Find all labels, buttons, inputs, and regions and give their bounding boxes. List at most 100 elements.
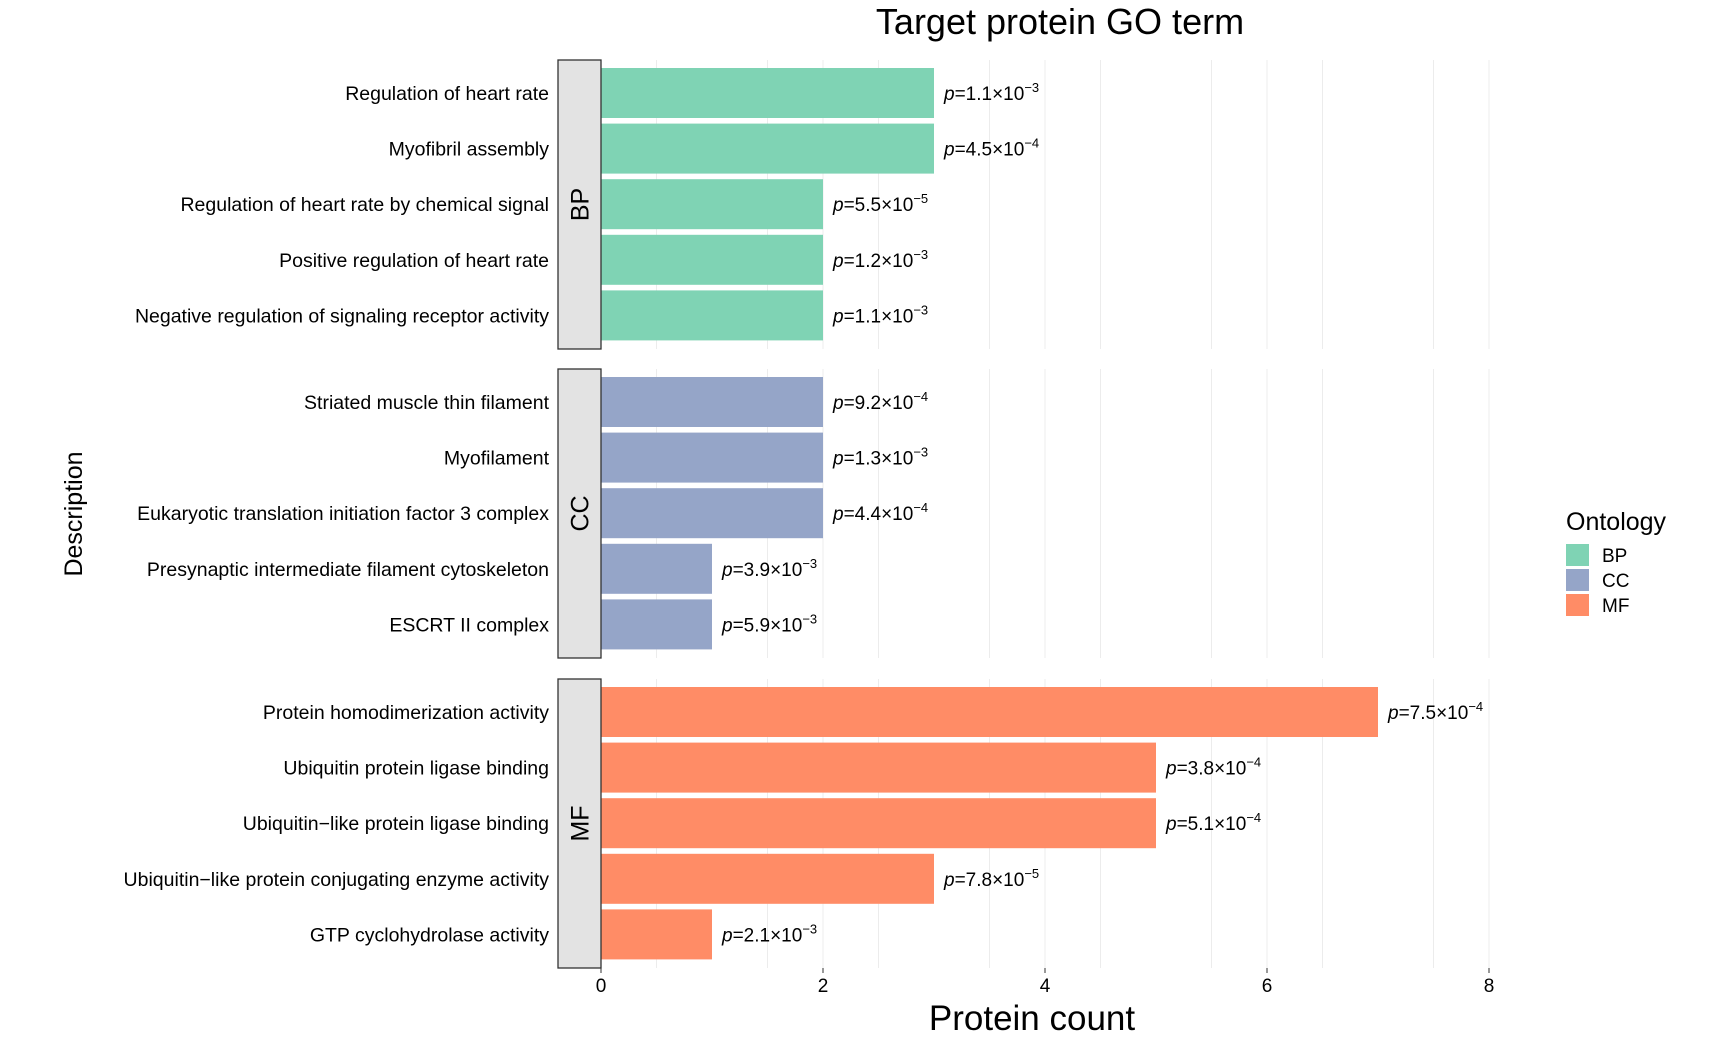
p-symbol: p bbox=[1165, 814, 1177, 835]
p-symbol: p bbox=[721, 615, 733, 636]
p-mantissa: =1.1×10 bbox=[955, 84, 1025, 105]
facet-layer: BP CC MF bbox=[557, 59, 602, 969]
p-value-label: p=3.8×10−4 bbox=[1165, 755, 1261, 780]
p-symbol: p bbox=[832, 393, 844, 414]
p-symbol: p bbox=[832, 504, 844, 525]
legend-label: MF bbox=[1602, 596, 1629, 617]
axis-layer: 0 2 4 6 8 bbox=[596, 968, 1495, 997]
p-exponent: −3 bbox=[1024, 80, 1039, 95]
p-mantissa: =5.9×10 bbox=[733, 615, 803, 636]
p-exponent: −4 bbox=[1246, 755, 1261, 770]
category-label: Striated muscle thin filament bbox=[304, 392, 550, 414]
label-layer: Regulation of heart rate p=1.1×10−3Myofib… bbox=[124, 80, 1484, 946]
p-symbol: p bbox=[721, 925, 733, 946]
category-label: Regulation of heart rate by chemical sig… bbox=[180, 194, 549, 216]
p-exponent: −4 bbox=[1468, 699, 1483, 714]
category-label: Ubiquitin−like protein conjugating enzym… bbox=[124, 869, 550, 891]
p-mantissa: =4.4×10 bbox=[844, 504, 914, 525]
facet-label: MF bbox=[567, 805, 595, 841]
p-value-label: p=5.9×10−3 bbox=[721, 611, 817, 636]
category-label: Ubiquitin protein ligase binding bbox=[283, 758, 549, 780]
legend-swatch-cc bbox=[1566, 569, 1589, 591]
p-mantissa: =1.1×10 bbox=[844, 306, 914, 327]
p-exponent: −3 bbox=[802, 556, 817, 571]
facet-label: BP bbox=[567, 188, 595, 221]
bar-mf-4 bbox=[601, 909, 712, 960]
p-value-label: p=7.8×10−5 bbox=[943, 866, 1039, 891]
bar-cc-0 bbox=[601, 377, 823, 427]
bar-cc-4 bbox=[601, 599, 712, 650]
p-mantissa: =1.3×10 bbox=[844, 449, 914, 470]
p-exponent: −3 bbox=[913, 302, 928, 317]
bar-mf-1 bbox=[601, 742, 1156, 793]
bar-cc-3 bbox=[601, 543, 712, 594]
p-value-label: p=9.2×10−4 bbox=[832, 389, 928, 414]
p-symbol: p bbox=[832, 195, 844, 216]
category-label: Ubiquitin−like protein ligase binding bbox=[243, 813, 549, 835]
category-label: Regulation of heart rate bbox=[345, 83, 549, 105]
p-exponent: −5 bbox=[913, 191, 928, 206]
p-mantissa: =3.8×10 bbox=[1177, 759, 1247, 780]
p-mantissa: =3.9×10 bbox=[733, 560, 803, 581]
p-symbol: p bbox=[943, 870, 955, 891]
p-mantissa: =7.8×10 bbox=[955, 870, 1025, 891]
p-symbol: p bbox=[721, 560, 733, 581]
p-exponent: −4 bbox=[1024, 136, 1039, 151]
legend: Ontology BP CC MF bbox=[1566, 508, 1667, 617]
facet-label: CC bbox=[567, 495, 595, 531]
bar-bp-3 bbox=[601, 234, 823, 285]
category-label: Myofilament bbox=[444, 448, 550, 470]
p-value-label: p=5.1×10−4 bbox=[1165, 810, 1261, 835]
x-axis-label: Protein count bbox=[929, 999, 1136, 1038]
bar-mf-2 bbox=[601, 798, 1156, 849]
p-symbol: p bbox=[943, 140, 955, 161]
x-tick-label: 0 bbox=[596, 976, 607, 997]
bar-mf-3 bbox=[601, 853, 934, 904]
p-value-label: p=1.1×10−3 bbox=[943, 80, 1039, 105]
p-value-label: p=1.1×10−3 bbox=[832, 302, 928, 327]
facet-strip-mf bbox=[557, 678, 602, 969]
p-value-label: p=3.9×10−3 bbox=[721, 556, 817, 581]
legend-swatch-mf bbox=[1566, 594, 1589, 616]
p-symbol: p bbox=[943, 84, 955, 105]
category-label: Presynaptic intermediate filament cytosk… bbox=[147, 559, 549, 581]
x-tick-label: 4 bbox=[1040, 976, 1051, 997]
category-label: Protein homodimerization activity bbox=[263, 702, 549, 724]
p-mantissa: =9.2×10 bbox=[844, 393, 914, 414]
p-value-label: p=7.5×10−4 bbox=[1387, 699, 1483, 724]
legend-label: CC bbox=[1602, 571, 1629, 592]
p-exponent: −3 bbox=[802, 611, 817, 626]
p-mantissa: =2.1×10 bbox=[733, 925, 803, 946]
bar-cc-2 bbox=[601, 488, 823, 539]
p-value-label: p=1.2×10−3 bbox=[832, 247, 928, 272]
bar-bp-1 bbox=[601, 123, 934, 174]
p-exponent: −3 bbox=[913, 247, 928, 262]
bar-bp-2 bbox=[601, 179, 823, 230]
bar-cc-1 bbox=[601, 432, 823, 483]
x-tick-label: 6 bbox=[1262, 976, 1273, 997]
bar-mf-0 bbox=[601, 687, 1378, 737]
p-exponent: −4 bbox=[913, 389, 928, 404]
category-label: Positive regulation of heart rate bbox=[279, 250, 549, 272]
p-value-label: p=1.3×10−3 bbox=[832, 445, 928, 470]
bar-bp-0 bbox=[601, 68, 934, 118]
legend-swatch-bp bbox=[1566, 544, 1589, 566]
p-exponent: −4 bbox=[1246, 810, 1261, 825]
p-value-label: p=5.5×10−5 bbox=[832, 191, 928, 216]
x-tick-label: 8 bbox=[1484, 976, 1495, 997]
p-symbol: p bbox=[1387, 703, 1399, 724]
p-value-label: p=2.1×10−3 bbox=[721, 921, 817, 946]
facet-strip-cc bbox=[557, 368, 602, 659]
category-label: ESCRT II complex bbox=[389, 614, 549, 636]
p-value-label: p=4.4×10−4 bbox=[832, 500, 928, 525]
y-axis-label: Description bbox=[60, 451, 88, 576]
p-exponent: −3 bbox=[913, 445, 928, 460]
category-label: Myofibril assembly bbox=[389, 139, 550, 161]
p-mantissa: =7.5×10 bbox=[1399, 703, 1469, 724]
category-label: Negative regulation of signaling recepto… bbox=[135, 305, 549, 327]
category-label: GTP cyclohydrolase activity bbox=[310, 924, 549, 946]
p-value-label: p=4.5×10−4 bbox=[943, 136, 1039, 161]
bar-layer bbox=[601, 68, 1378, 960]
